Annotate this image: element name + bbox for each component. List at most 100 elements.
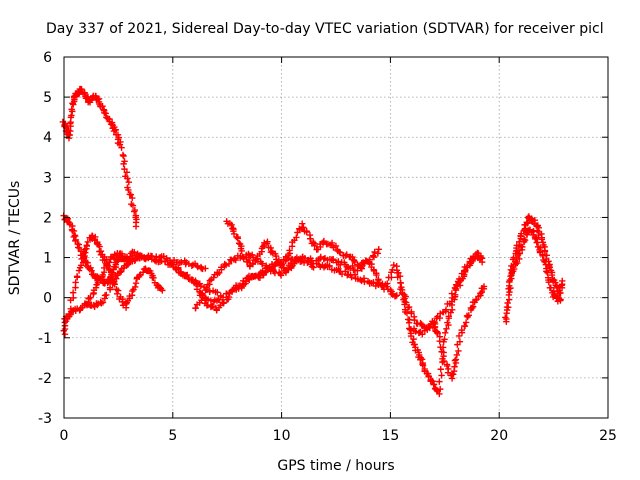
data-point <box>263 240 271 247</box>
data-point <box>546 264 553 271</box>
data-point <box>320 255 327 263</box>
data-point <box>271 261 278 268</box>
data-point <box>237 252 244 260</box>
data-point <box>446 300 454 307</box>
data-point <box>297 258 304 265</box>
data-point <box>300 224 307 231</box>
data-point <box>438 372 445 379</box>
data-point <box>230 230 238 238</box>
data-point <box>366 256 374 263</box>
data-point <box>97 277 104 284</box>
data-point <box>271 269 279 277</box>
y-tick-label: 6 <box>43 50 52 66</box>
data-point <box>396 272 404 280</box>
data-point <box>452 281 460 288</box>
data-point <box>436 390 443 398</box>
data-point <box>375 246 382 253</box>
data-point <box>401 295 408 302</box>
data-point <box>215 296 222 304</box>
x-tick-labels: 0 5 10 15 20 25 <box>60 428 617 444</box>
data-point <box>132 223 140 230</box>
data-point <box>87 294 94 301</box>
data-point <box>129 202 137 209</box>
data-point <box>410 335 417 343</box>
x-tick-label: 25 <box>599 428 617 444</box>
data-point <box>99 102 106 110</box>
data-point <box>335 258 342 265</box>
plot-frame <box>63 56 609 419</box>
data-point <box>397 285 404 293</box>
data-point <box>259 260 266 268</box>
data-point <box>107 253 115 261</box>
data-point <box>72 236 80 243</box>
series-track-9-afternoon <box>168 256 298 314</box>
data-point <box>84 238 92 246</box>
data-point <box>519 243 526 251</box>
data-point <box>202 265 209 272</box>
data-point <box>557 289 564 297</box>
data-point <box>68 112 75 119</box>
data-point <box>120 152 127 160</box>
data-point <box>220 299 227 307</box>
data-point <box>168 260 175 268</box>
data-point <box>106 284 114 291</box>
data-point <box>147 252 155 260</box>
data-point <box>76 244 83 252</box>
data-point <box>131 208 138 215</box>
data-point <box>131 283 139 291</box>
data-point <box>410 341 418 348</box>
data-point <box>395 269 402 276</box>
data-point <box>293 234 300 241</box>
data-point <box>83 242 91 249</box>
data-point <box>370 279 377 286</box>
data-point <box>437 366 444 373</box>
data-point <box>440 357 448 365</box>
data-point <box>411 316 418 324</box>
data-points <box>59 85 566 398</box>
x-tick-label: 5 <box>168 428 177 444</box>
series-track-4-middle <box>60 232 166 338</box>
data-point <box>430 381 437 388</box>
series-track-high-arc <box>59 85 140 230</box>
data-point <box>455 275 463 283</box>
data-point <box>64 313 71 320</box>
data-point <box>419 362 427 369</box>
data-point <box>119 298 126 306</box>
data-point <box>232 256 239 264</box>
data-point <box>444 319 451 326</box>
data-point <box>328 239 336 247</box>
data-point <box>277 272 285 279</box>
data-point <box>465 312 473 319</box>
data-point <box>521 236 528 243</box>
data-point <box>69 289 77 296</box>
axis-ticks <box>63 56 609 419</box>
data-point <box>132 279 140 287</box>
series-track-12-dip-c <box>407 252 486 338</box>
data-point <box>448 290 456 297</box>
data-point <box>541 258 548 265</box>
data-point <box>228 221 235 228</box>
data-point <box>234 235 241 242</box>
data-point <box>402 299 410 306</box>
data-point <box>127 191 135 198</box>
data-point <box>114 287 122 294</box>
y-tick-label: 3 <box>43 170 52 186</box>
data-point <box>342 252 350 260</box>
data-point <box>392 292 400 300</box>
y-tick-label: -2 <box>38 371 52 387</box>
data-point <box>225 293 233 301</box>
data-point <box>75 267 83 274</box>
data-point <box>148 256 156 263</box>
y-tick-label: 4 <box>43 130 52 146</box>
data-point <box>316 240 324 248</box>
data-point <box>419 331 426 338</box>
data-point <box>557 297 564 304</box>
data-point <box>370 254 378 261</box>
data-point <box>532 235 539 243</box>
data-point <box>461 322 469 330</box>
x-tick-label: 10 <box>273 428 291 444</box>
data-point <box>438 348 445 355</box>
data-point <box>109 278 117 286</box>
data-point <box>441 329 449 337</box>
